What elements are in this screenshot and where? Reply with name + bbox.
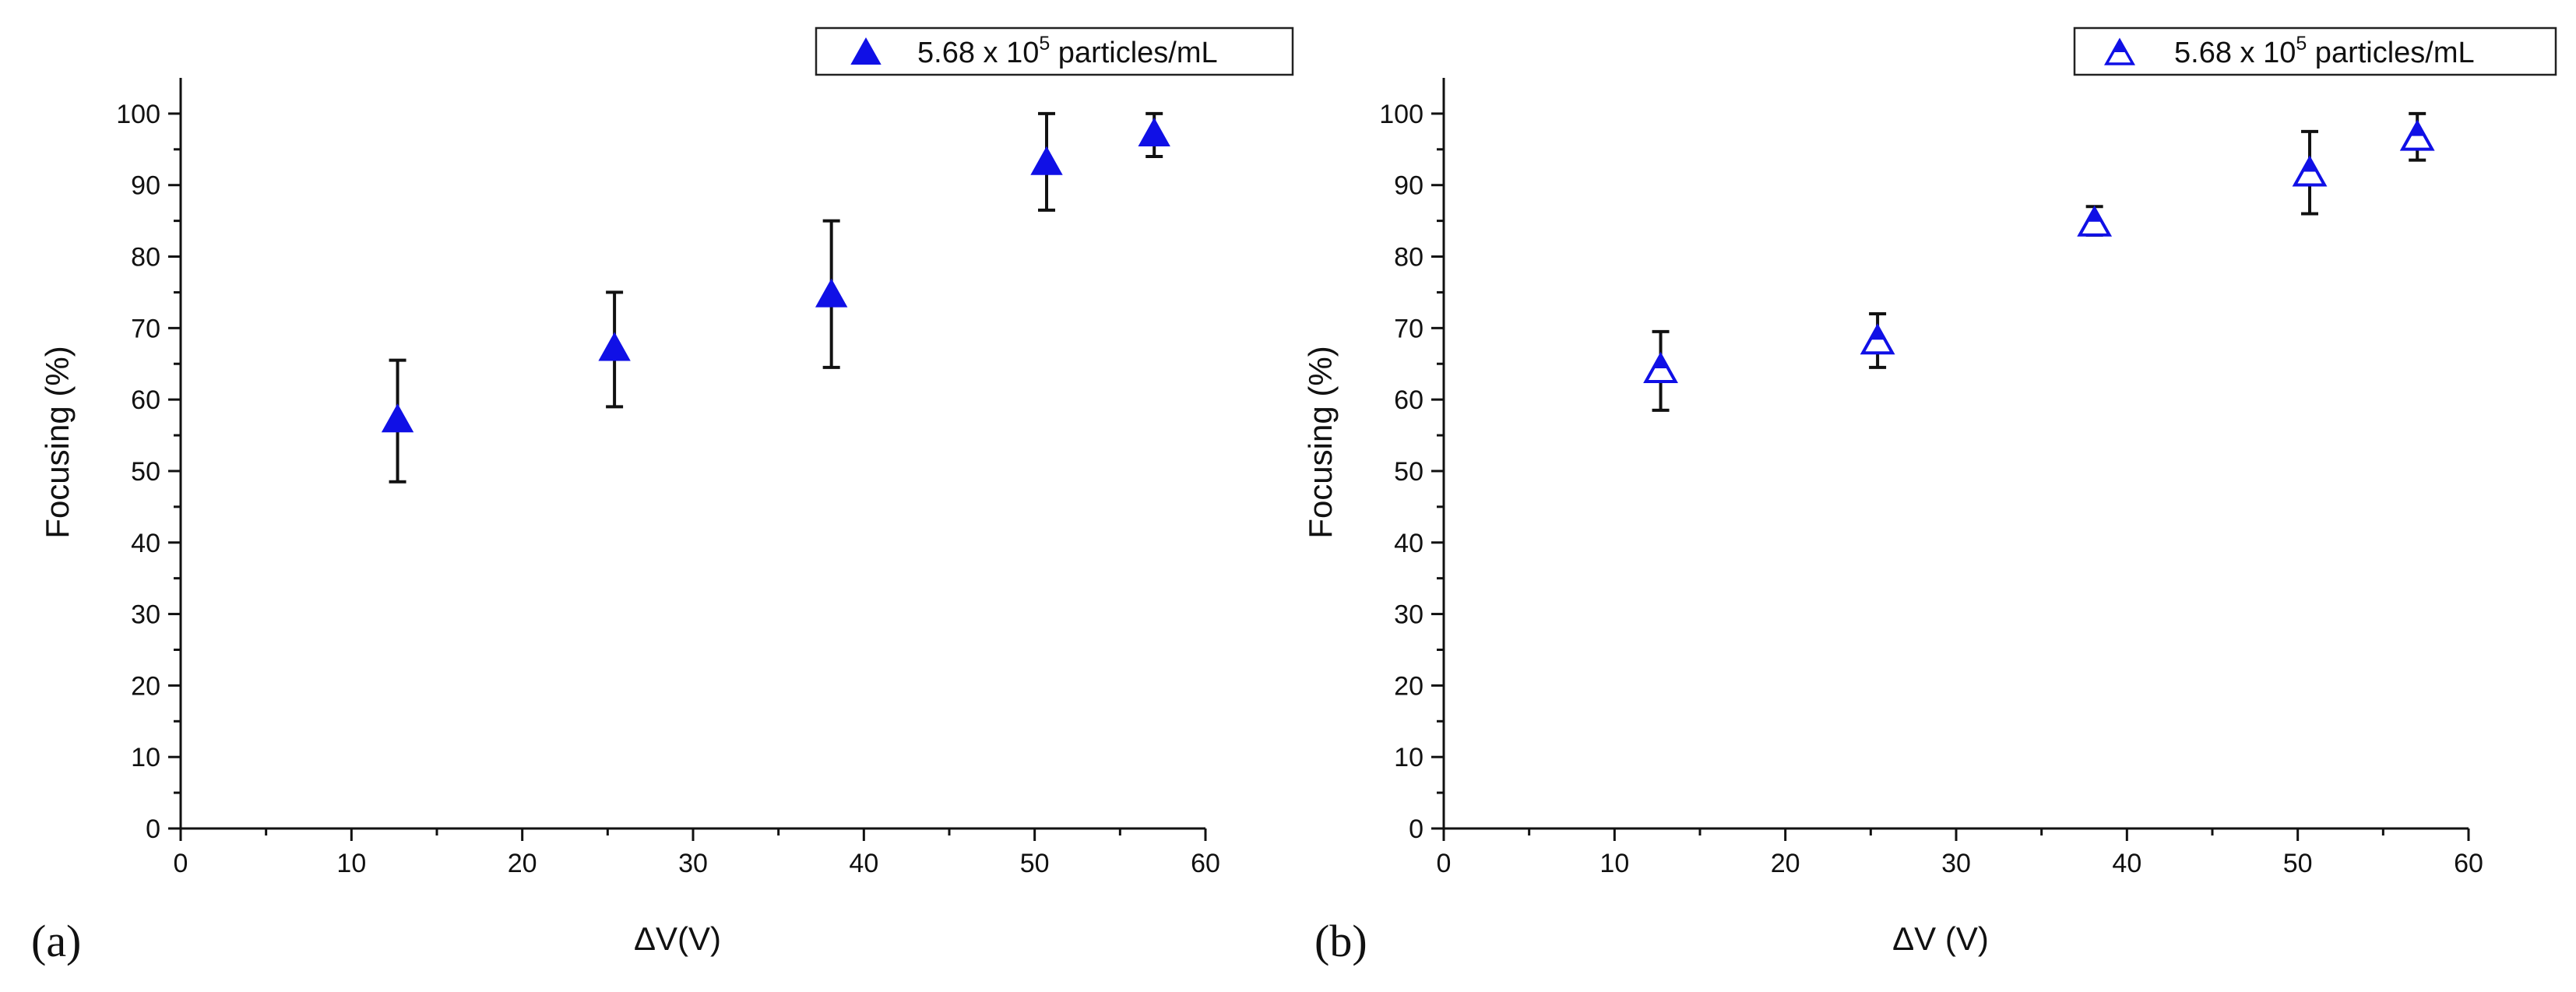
panel-a-x-tick-label: 50: [1020, 849, 1050, 878]
panel-a-y-tick-label: 10: [131, 743, 160, 772]
panel-b-legend-label-exp: 5: [2296, 33, 2307, 55]
panel-b: 0 10 20 30 40 50 60 70 80 90 100 0 10 20 30 40 50 60 Focu…: [1302, 26, 2557, 966]
panel-a-y-tick-label: 100: [116, 100, 160, 129]
panel-b-y-tick-label: 70: [1394, 314, 1423, 343]
panel-b-data-point: [1860, 323, 1895, 355]
panel-a-y-tick-label: 80: [131, 243, 160, 273]
panel-b-x-tick-label: 10: [1599, 849, 1629, 878]
panel-a-plot-area: 0 10 20 30 40 50 60 70 80 90 100 0 10 20 30 40 50 60: [116, 78, 1220, 878]
panel-a-y-tick-label: 60: [131, 385, 160, 415]
panel-b-legend-box: [2073, 26, 2557, 76]
panel-a-y-tick-label: 40: [131, 529, 160, 558]
panel-b-data-point: [1643, 351, 1678, 384]
panel-a-legend: 5.68 x 105 particles/mL: [815, 26, 1294, 76]
panel-a-x-tick-label: 0: [174, 849, 188, 878]
panel-b-x-tick-label: 50: [2283, 849, 2313, 878]
panel-b-y-axis-title: Focusing (%): [1302, 346, 1339, 538]
panel-a-x-axis-title: ΔV(V): [634, 920, 721, 957]
panel-b-x-tick-label: 30: [1941, 849, 1971, 878]
panel-b-x-tick-label: 20: [1771, 849, 1800, 878]
panel-a-data-point: [1030, 146, 1063, 175]
panel-a-x-tick-label: 30: [678, 849, 708, 878]
panel-a-y-tick-label: 90: [131, 171, 160, 201]
panel-b-y-tick-label: 90: [1394, 171, 1423, 201]
panel-b-legend: 5.68 x 105 particles/mL: [2073, 26, 2557, 76]
panel-a-legend-marker-icon: [850, 37, 882, 65]
panel-b-y-tick-label: 10: [1394, 743, 1423, 772]
panel-b-data-point: [2077, 205, 2113, 237]
panel-b-y-tick-label: 20: [1394, 671, 1423, 701]
panel-b-legend-marker-icon: [2103, 37, 2136, 65]
panel-b-y-tick-label: 40: [1394, 529, 1423, 558]
panel-a-data-point: [381, 403, 414, 433]
panel-b-legend-text: 5.68 x 105 particles/mL: [2174, 33, 2475, 69]
panel-b-x-tick-label: 60: [2454, 849, 2483, 878]
panel-b-y-tick-label: 100: [1379, 100, 1423, 129]
panel-b-y-tick-label: 30: [1394, 600, 1423, 630]
panel-a-y-axis-title: Focusing (%): [39, 346, 76, 538]
panel-b-y-tick-label: 0: [1409, 814, 1423, 844]
panel-a-legend-label-exp: 5: [1039, 33, 1050, 55]
panel-b-y-tick-label: 60: [1394, 385, 1423, 415]
panel-a-x-tick-label: 10: [336, 849, 366, 878]
panel-b-data-point-fill: [2302, 158, 2317, 172]
panel-b-x-axis-title: ΔV (V): [1892, 920, 1989, 957]
panel-a-y-tick-label: 70: [131, 314, 160, 343]
panel-a-legend-box: [815, 26, 1294, 76]
panel-a-x-tick-label: 40: [849, 849, 878, 878]
panel-a-label: (a): [31, 916, 81, 966]
panel-a-x-tick-label: 60: [1191, 849, 1220, 878]
panel-b-x-tick-label: 0: [1437, 849, 1452, 878]
panel-b-y-tick-label: 50: [1394, 457, 1423, 487]
panel-b-legend-label-prefix: 5.68 x 10: [2174, 37, 2296, 69]
panel-b-y-tick-label: 80: [1394, 243, 1423, 273]
panel-a-data-point: [815, 278, 848, 308]
panel-b-x-tick-label: 40: [2112, 849, 2141, 878]
panel-a-legend-text: 5.68 x 105 particles/mL: [917, 33, 1218, 69]
panel-a: 0 10 20 30 40 50 60 70 80 90 100 0 10 20 30 40 50 60 Focu…: [31, 26, 1294, 966]
panel-a-y-tick-label: 30: [131, 600, 160, 630]
panel-b-label: (b): [1314, 916, 1367, 966]
panel-b-plot-area: 0 10 20 30 40 50 60 70 80 90 100 0 10 20 30 40 50 60: [1379, 78, 2483, 878]
panel-a-legend-label-prefix: 5.68 x 10: [917, 37, 1039, 69]
panel-a-y-tick-label: 20: [131, 671, 160, 701]
panel-b-data-point-fill: [2087, 208, 2103, 222]
panel-b-legend-label-suffix: particles/mL: [2307, 37, 2474, 69]
panel-a-x-tick-label: 20: [508, 849, 537, 878]
panel-b-data-point-fill: [2409, 122, 2425, 136]
panel-a-y-tick-label: 50: [131, 457, 160, 487]
panel-b-data-point: [2292, 155, 2328, 187]
panel-a-data-point: [598, 332, 631, 361]
panel-a-data-point: [1138, 117, 1170, 147]
panel-a-y-tick-label: 0: [146, 814, 160, 844]
panel-b-data-point-fill: [1870, 326, 1885, 340]
panel-a-legend-label-suffix: particles/mL: [1050, 37, 1217, 69]
panel-b-data-point: [2399, 119, 2435, 151]
panel-b-data-point-fill: [1653, 355, 1669, 369]
